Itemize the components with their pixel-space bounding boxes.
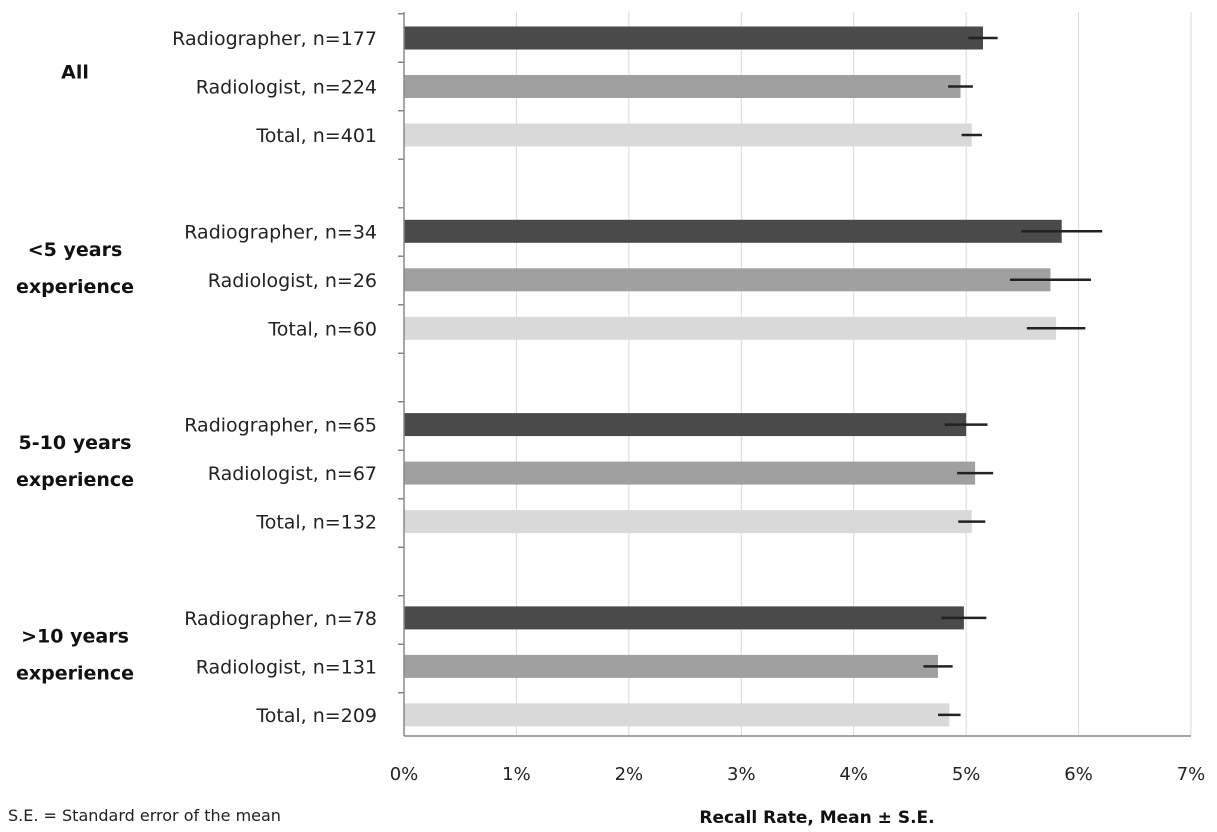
category-label: Radiographer, n=78 xyxy=(184,608,377,630)
bar-total xyxy=(404,123,972,147)
category-label: Total, n=401 xyxy=(255,125,377,147)
x-tick-label: 6% xyxy=(1064,764,1093,785)
category-label: Radiologist, n=131 xyxy=(196,656,377,678)
x-tick-label: 5% xyxy=(952,764,981,785)
category-label: Radiologist, n=67 xyxy=(208,463,377,485)
bar-total xyxy=(404,316,1057,340)
x-tick-label: 1% xyxy=(502,764,531,785)
footnote: S.E. = Standard error of the mean xyxy=(8,806,281,825)
group-label-line: >10 years xyxy=(21,625,129,647)
bar-radiographer xyxy=(404,413,967,437)
bar-radiographer xyxy=(404,219,1062,243)
category-label: Total, n=60 xyxy=(267,318,377,340)
bar-radiographer xyxy=(404,606,964,630)
bar-total xyxy=(404,703,950,727)
bar-radiographer xyxy=(404,26,984,50)
group-label: >10 years experience xyxy=(16,625,134,684)
x-tick-label: 3% xyxy=(727,764,756,785)
category-label: Radiographer, n=65 xyxy=(184,415,377,437)
category-label: Total, n=132 xyxy=(255,512,377,534)
x-tick-label: 7% xyxy=(1177,764,1206,785)
group-label-line: experience xyxy=(16,469,134,491)
x-tick-label: 0% xyxy=(390,764,419,785)
group-label-line: All xyxy=(61,62,89,84)
x-tick-label: 2% xyxy=(615,764,644,785)
bar-radiologist xyxy=(404,461,976,485)
bar-radiologist xyxy=(404,654,939,678)
group-label-line: experience xyxy=(16,662,134,684)
bar-radiologist xyxy=(404,75,961,98)
category-label: Radiologist, n=224 xyxy=(196,77,377,99)
error-bars xyxy=(923,36,1103,717)
group-label: All xyxy=(61,62,89,84)
axes xyxy=(398,12,1191,737)
labels: 0% 1% 2% 3% 4% 5% 6% 7% All Radiographer, n=177 Ra… xyxy=(16,28,1205,785)
bar-radiologist xyxy=(404,268,1051,292)
group-label-line: <5 years xyxy=(28,239,123,261)
category-label: Radiographer, n=177 xyxy=(172,28,377,50)
group-label-line: 5-10 years xyxy=(19,432,132,454)
bars xyxy=(404,26,1062,727)
category-label: Radiologist, n=26 xyxy=(208,270,377,292)
category-label: Total, n=209 xyxy=(255,705,377,727)
x-axis-title: Recall Rate, Mean ± S.E. xyxy=(699,808,934,828)
x-tick-label: 4% xyxy=(839,764,868,785)
bar-total xyxy=(404,510,972,534)
group-label: <5 years experience xyxy=(16,239,134,298)
category-label: Radiographer, n=34 xyxy=(184,221,377,243)
group-label: 5-10 years experience xyxy=(16,432,134,491)
group-label-line: experience xyxy=(16,276,134,298)
